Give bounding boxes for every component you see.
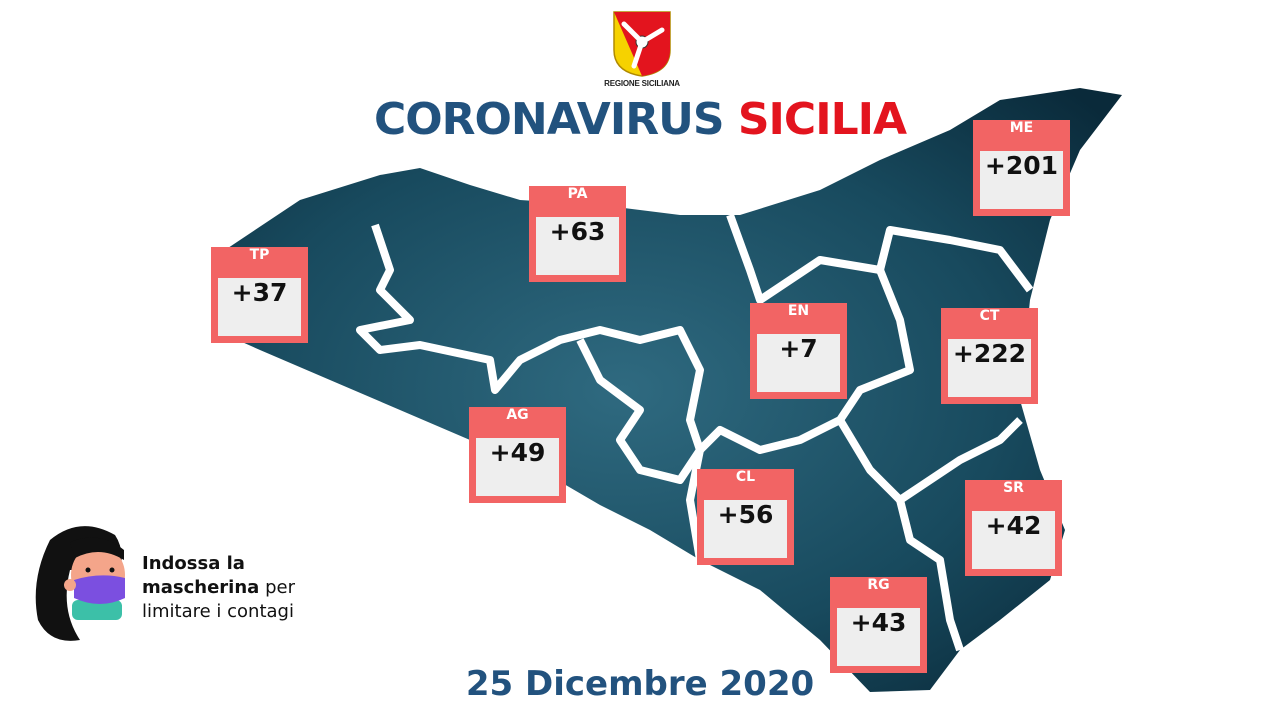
- province-code: TP: [249, 247, 270, 263]
- province-code: SR: [1003, 480, 1024, 496]
- page-title: CORONAVIRUS SICILIA: [0, 94, 1280, 145]
- tip-rest-2: limitare i contagi: [142, 601, 294, 622]
- province-value: +49: [476, 438, 559, 496]
- tip-bold-1: Indossa la: [142, 553, 245, 574]
- province-code: ME: [1009, 120, 1034, 136]
- province-code: RG: [867, 577, 890, 593]
- title-coronavirus: CORONAVIRUS: [373, 94, 725, 145]
- report-date: 25 Dicembre 2020: [465, 664, 815, 704]
- province-code: PA: [567, 186, 588, 202]
- trinacria-shield-icon: [613, 11, 671, 77]
- province-code: CL: [735, 469, 756, 485]
- province-value: +7: [757, 334, 840, 392]
- province-code: AG: [506, 407, 529, 423]
- island-shape: [215, 88, 1122, 692]
- province-box-pa: PA +63: [529, 186, 626, 282]
- province-code: CT: [979, 308, 1000, 324]
- logo-text: REGIONE SICILIANA: [604, 79, 680, 88]
- province-box-ag: AG +49: [469, 407, 566, 503]
- province-box-rg: RG +43: [830, 577, 927, 673]
- tip-rest-1: per: [265, 577, 295, 598]
- province-value: +222: [948, 339, 1031, 397]
- province-borders: [356, 213, 1034, 652]
- province-value: +43: [837, 608, 920, 666]
- province-value: +56: [704, 500, 787, 558]
- masked-woman-icon: [35, 526, 125, 641]
- province-code: EN: [787, 303, 810, 319]
- title-sicilia: SICILIA: [737, 94, 907, 145]
- province-box-ct: CT +222: [941, 308, 1038, 404]
- mask-advice-text: Indossa la mascherina per limitare i con…: [142, 552, 295, 624]
- province-value: +63: [536, 217, 619, 275]
- province-box-me: ME +201: [973, 120, 1070, 216]
- tip-bold-2: mascherina: [142, 577, 260, 598]
- province-box-sr: SR +42: [965, 480, 1062, 576]
- province-value: +37: [218, 278, 301, 336]
- province-box-cl: CL +56: [697, 469, 794, 565]
- province-value: +201: [980, 151, 1063, 209]
- province-box-tp: TP +37: [211, 247, 308, 343]
- province-box-en: EN +7: [750, 303, 847, 399]
- province-value: +42: [972, 511, 1055, 569]
- regione-siciliana-logo: [612, 10, 672, 82]
